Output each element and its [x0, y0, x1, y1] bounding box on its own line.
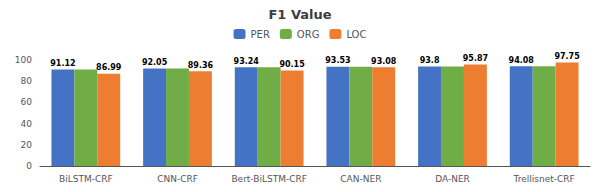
- svg-text:Bert-BiLSTM-CRF: Bert-BiLSTM-CRF: [231, 174, 307, 184]
- svg-text:80: 80: [21, 76, 33, 86]
- svg-text:100: 100: [15, 55, 32, 65]
- svg-text:93.24: 93.24: [234, 57, 260, 66]
- svg-text:93.53: 93.53: [325, 56, 350, 65]
- svg-text:20: 20: [21, 140, 33, 150]
- svg-text:40: 40: [21, 119, 33, 129]
- svg-text:Trellisnet-CRF: Trellisnet-CRF: [513, 174, 575, 184]
- svg-text:94.08: 94.08: [509, 56, 535, 65]
- svg-text:93.8: 93.8: [420, 56, 440, 65]
- svg-text:CAN-NER: CAN-NER: [340, 174, 381, 184]
- svg-text:91.12: 91.12: [50, 59, 75, 68]
- svg-text:86.99: 86.99: [96, 63, 122, 72]
- svg-text:ORG: ORG: [297, 29, 320, 40]
- svg-text:F1 Value: F1 Value: [268, 7, 331, 22]
- svg-text:89.36: 89.36: [188, 61, 214, 70]
- svg-text:DA-NER: DA-NER: [435, 174, 470, 184]
- svg-text:BiLSTM-CRF: BiLSTM-CRF: [59, 174, 113, 184]
- svg-text:0: 0: [26, 161, 32, 171]
- svg-text:97.75: 97.75: [554, 52, 580, 61]
- svg-text:PER: PER: [251, 29, 270, 40]
- svg-text:60: 60: [21, 97, 33, 107]
- svg-text:92.05: 92.05: [142, 58, 168, 67]
- svg-text:95.87: 95.87: [463, 54, 488, 63]
- svg-text:90.15: 90.15: [279, 60, 305, 69]
- svg-text:93.08: 93.08: [371, 57, 397, 66]
- svg-text:LOC: LOC: [346, 29, 366, 40]
- svg-text:CNN-CRF: CNN-CRF: [157, 174, 198, 184]
